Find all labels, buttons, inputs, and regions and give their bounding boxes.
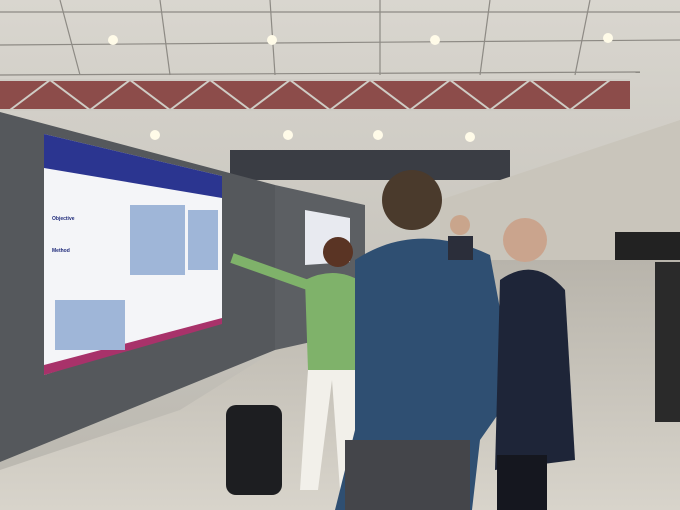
truss-beams [0,78,630,112]
poster-figures [55,205,218,350]
poster-header [44,134,222,198]
red-truss [0,80,630,110]
lights [108,33,613,142]
poster-section: Objective [52,216,75,222]
man-in-suit [495,218,575,510]
background-person [448,215,680,422]
backpack [226,405,282,495]
back-truss [230,150,510,180]
right-wall [440,120,680,260]
man-in-shirt [335,170,515,510]
poster-section: Method [52,248,70,254]
poster-footer [44,318,222,375]
presenter [230,237,362,490]
